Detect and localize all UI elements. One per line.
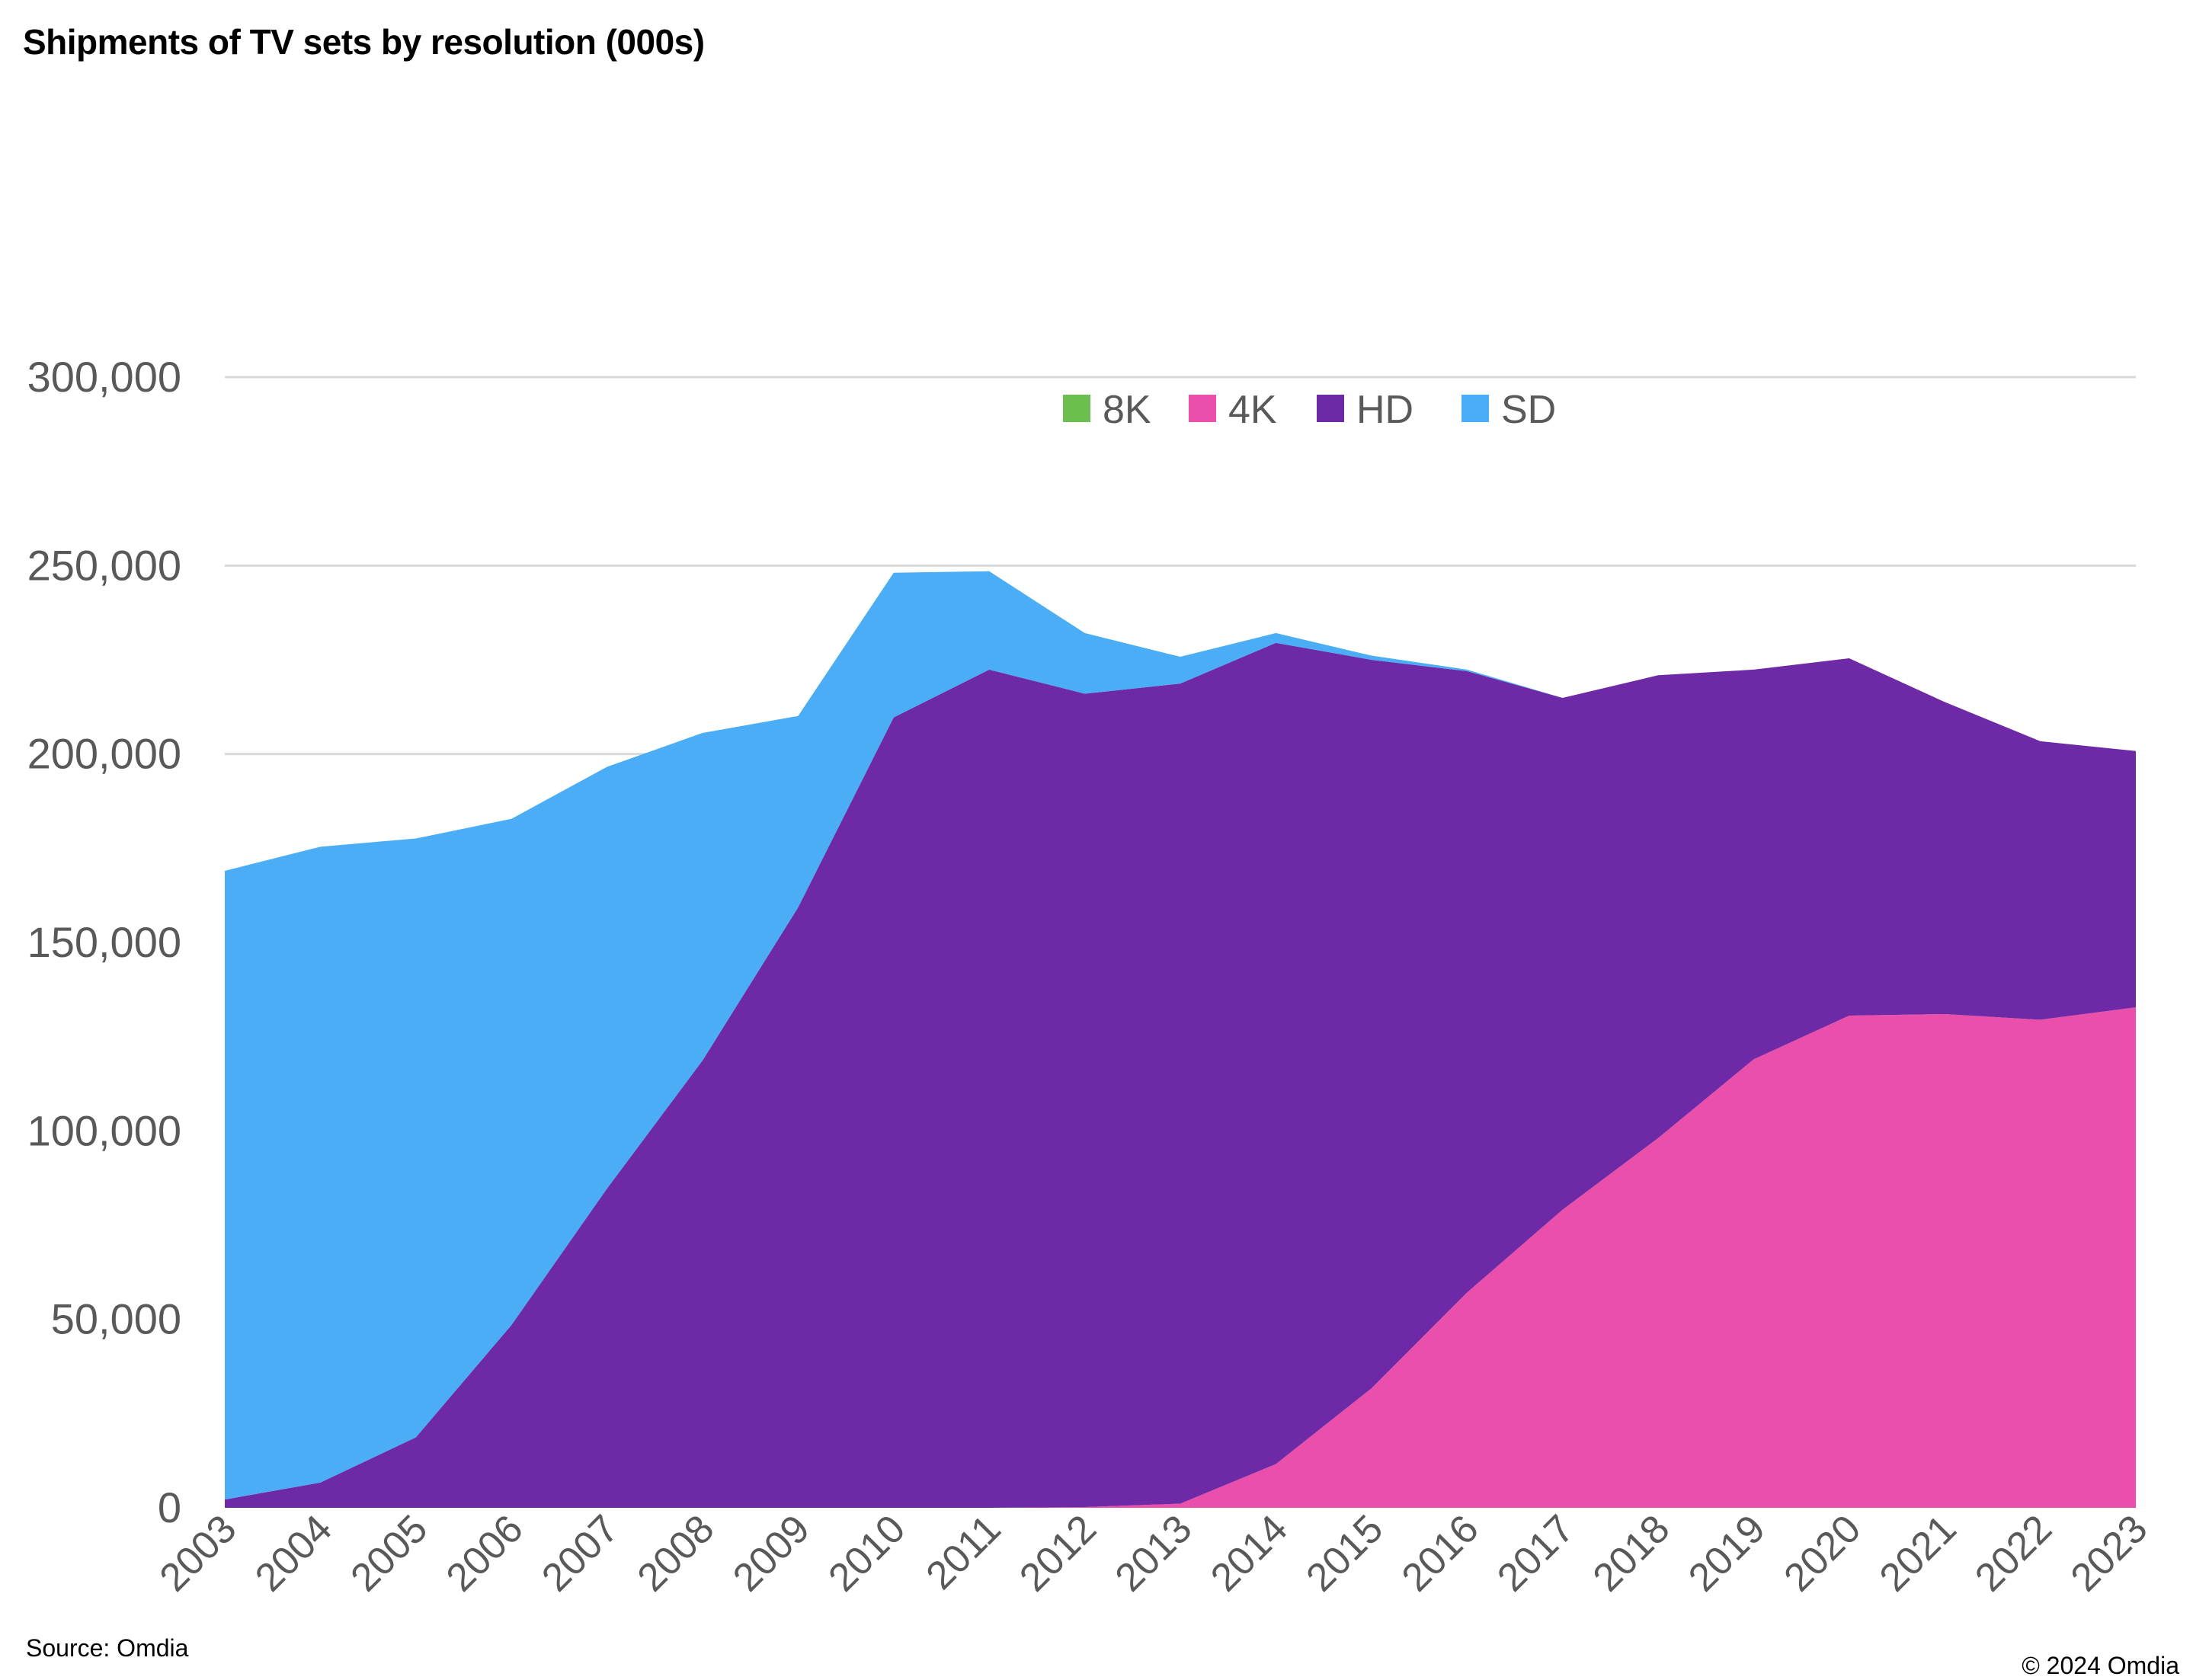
x-tick-label: 2009 <box>725 1506 818 1600</box>
x-tick-label: 2023 <box>2063 1506 2156 1600</box>
y-tick-label: 250,000 <box>27 541 181 589</box>
x-tick-label: 2018 <box>1585 1506 1679 1600</box>
x-tick-label: 2021 <box>1871 1506 1965 1600</box>
x-tick-label: 2011 <box>918 1506 1010 1598</box>
x-tick-label: 2006 <box>438 1506 532 1600</box>
x-tick-label: 2007 <box>533 1506 627 1600</box>
x-tick-label: 2014 <box>1202 1506 1296 1600</box>
x-tick-label: 2008 <box>629 1506 723 1600</box>
x-tick-label: 2017 <box>1489 1506 1583 1600</box>
area-series-hd <box>225 642 2136 1508</box>
legend-swatch-4k <box>1189 395 1216 422</box>
x-tick-label: 2015 <box>1298 1506 1391 1600</box>
legend-label-4k: 4K <box>1228 388 1277 432</box>
x-tick-label: 2020 <box>1775 1506 1869 1600</box>
x-tick-label: 2016 <box>1394 1506 1487 1600</box>
copyright-note: © 2024 Omdia <box>2022 1652 2179 1679</box>
x-tick-label: 2005 <box>342 1506 436 1600</box>
area-series-4k <box>225 1007 2136 1508</box>
area-series-sd <box>225 571 2136 1500</box>
source-note: Source: Omdia <box>26 1634 189 1662</box>
legend-swatch-8k <box>1063 395 1090 422</box>
y-tick-label: 0 <box>158 1483 181 1531</box>
x-tick-label: 2022 <box>1967 1506 2060 1600</box>
legend-label-hd: HD <box>1356 388 1413 432</box>
x-tick-label: 2004 <box>247 1506 341 1600</box>
x-tick-label: 2010 <box>820 1506 914 1600</box>
y-tick-label: 150,000 <box>27 918 181 966</box>
y-tick-label: 200,000 <box>27 730 181 778</box>
x-tick-label: 2019 <box>1680 1506 1774 1600</box>
legend-swatch-hd <box>1317 395 1344 422</box>
chart-title: Shipments of TV sets by resolution (000s… <box>23 22 705 62</box>
legend-label-sd: SD <box>1501 388 1556 432</box>
y-tick-label: 50,000 <box>51 1295 181 1343</box>
y-tick-label: 300,000 <box>27 353 181 401</box>
legend-label-8k: 8K <box>1103 388 1151 432</box>
y-tick-label: 100,000 <box>27 1106 181 1154</box>
x-tick-label: 2012 <box>1011 1506 1105 1600</box>
legend-swatch-sd <box>1461 395 1489 422</box>
x-tick-label: 2013 <box>1107 1506 1201 1600</box>
